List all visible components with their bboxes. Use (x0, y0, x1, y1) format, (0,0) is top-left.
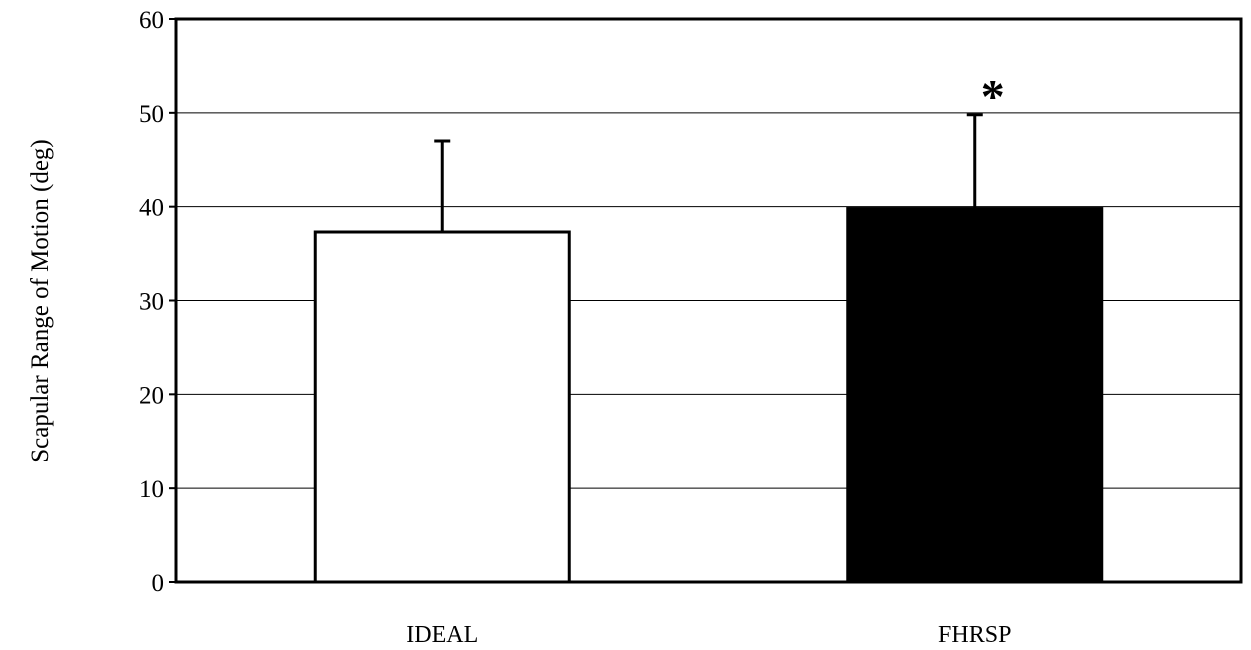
significance-asterisk: * (981, 71, 1005, 124)
y-tick-label: 30 (139, 289, 164, 316)
y-tick-label: 50 (139, 101, 164, 128)
x-tick-label-ideal: IDEAL (406, 622, 478, 648)
x-axis-labels: IDEAL FHRSP (406, 622, 1011, 648)
bar-fhrsp (846, 207, 1104, 584)
bars (313, 207, 1104, 584)
y-tick-label: 40 (139, 195, 164, 222)
annotations: * (981, 71, 1005, 124)
y-tick-label: 0 (152, 570, 165, 597)
error-bars (434, 113, 983, 233)
x-tick-label-fhrsp: FHRSP (938, 622, 1011, 648)
bar-ideal (313, 230, 571, 584)
y-tick-label: 20 (139, 382, 164, 409)
y-axis-ticks: 0 10 20 30 40 50 60 (139, 7, 176, 597)
y-tick-label: 10 (139, 476, 164, 503)
y-axis-label: Scapular Range of Motion (deg) (27, 139, 54, 463)
y-tick-label: 60 (139, 7, 164, 34)
